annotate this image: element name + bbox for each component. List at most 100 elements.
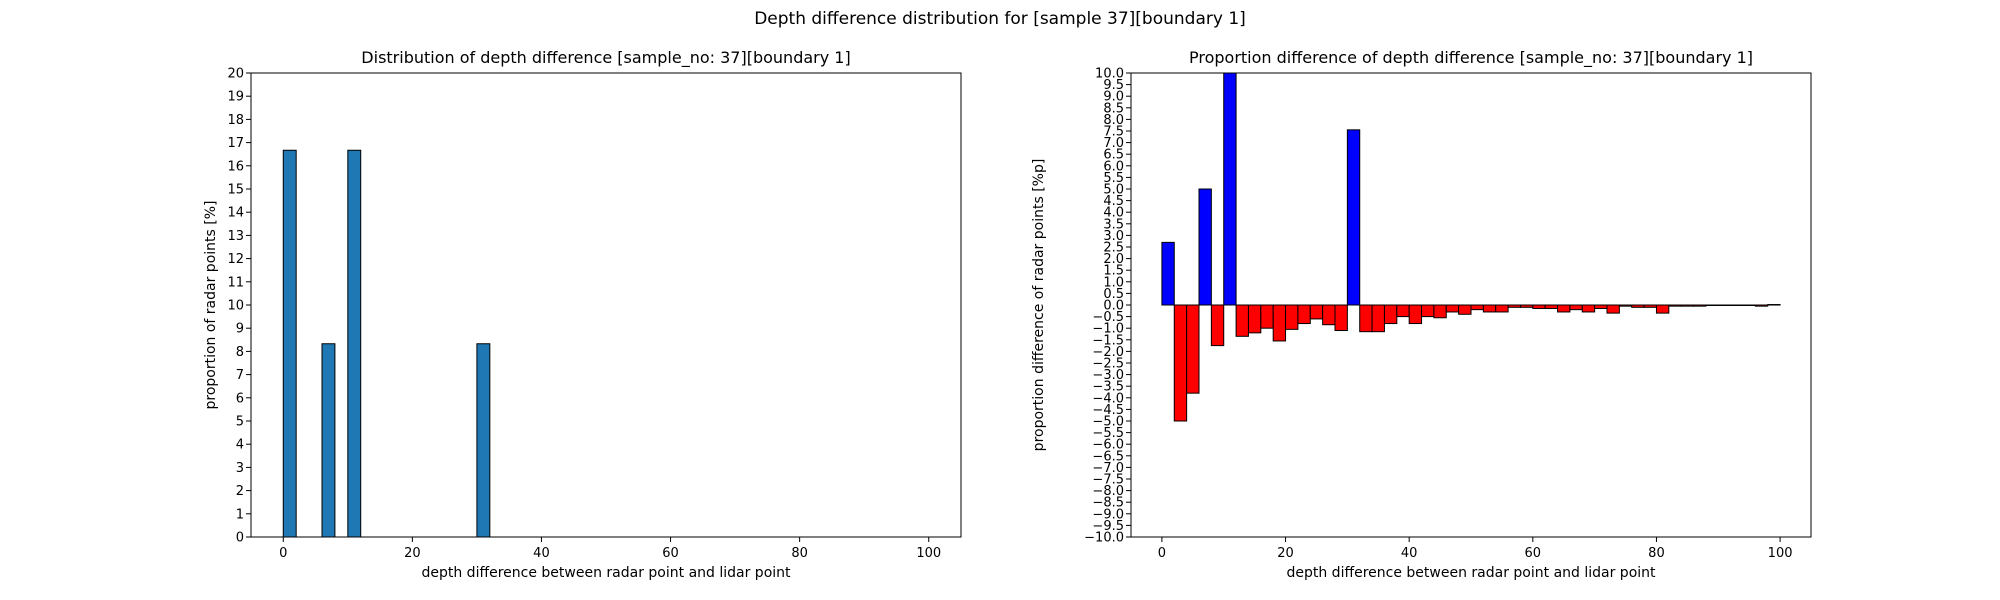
chart2-bar — [1285, 304, 1299, 330]
chart2-ytick-label: 7.5 — [1103, 125, 1124, 140]
chart2-bar — [1421, 304, 1435, 318]
chart2-ytick-label: −2.5 — [1092, 357, 1124, 372]
chart2-bar — [1445, 304, 1460, 313]
chart2-bar — [1754, 304, 1769, 307]
chart2-bar — [1557, 304, 1571, 313]
chart2-bar — [1408, 304, 1423, 325]
chart2-xtick-label: 60 — [1525, 546, 1542, 561]
chart1-ytick-label: 0 — [236, 531, 244, 546]
chart1-ytick-label: 11 — [227, 275, 244, 290]
chart1-ytick-label: 8 — [236, 345, 244, 360]
chart1-ytick-label: 10 — [227, 299, 244, 314]
chart2-bar — [1569, 304, 1583, 311]
chart2-bar — [1482, 304, 1497, 313]
chart2-bar — [1717, 304, 1732, 306]
chart2-bar — [1631, 304, 1645, 308]
chart1-ytick-label: 6 — [236, 391, 244, 406]
chart2-bar — [1297, 304, 1311, 325]
chart2-ytick-label: −3.0 — [1092, 368, 1124, 383]
chart2-bar — [1161, 241, 1175, 306]
chart2-title: Proportion difference of depth differenc… — [1189, 48, 1753, 68]
chart2-bar — [1767, 304, 1781, 306]
chart1-ytick-label: 17 — [227, 136, 244, 151]
chart1-xlabel: depth difference between radar point and… — [421, 565, 791, 581]
chart2-bar — [1618, 304, 1633, 307]
chart2-ytick-label: 3.5 — [1103, 217, 1124, 232]
chart2-bar — [1173, 304, 1188, 422]
chart2-ytick-label: −4.0 — [1092, 391, 1124, 406]
chart2-ytick-label: −7.5 — [1092, 473, 1124, 488]
chart2-bar — [1223, 72, 1237, 306]
chart2-bar — [1235, 304, 1249, 337]
chart2-bar — [1507, 304, 1521, 308]
chart1-xtick-label: 0 — [279, 546, 287, 561]
chart2-bar — [1730, 304, 1744, 306]
chart2-ytick-label: 8.0 — [1103, 113, 1124, 128]
chart1-xtick-label: 20 — [404, 546, 421, 561]
chart2-ytick-label: −5.0 — [1092, 415, 1124, 430]
chart2-ytick-label: 5.0 — [1103, 183, 1124, 198]
chart2-ytick-label: −10.0 — [1084, 531, 1124, 546]
chart2-ytick-label: −2.0 — [1092, 345, 1124, 360]
chart1-xtick-label: 60 — [662, 546, 679, 561]
chart2-ytick-label: 9.5 — [1103, 78, 1124, 93]
chart1-ytick-label: 18 — [227, 113, 244, 128]
chart-left: Distribution of depth difference [sample… — [203, 48, 962, 581]
chart2-ytick-label: 6.0 — [1103, 159, 1124, 174]
chart1-ytick-label: 12 — [227, 252, 244, 267]
chart2-bar — [1322, 304, 1336, 326]
chart2-bar — [1544, 304, 1559, 309]
chart2-bar — [1346, 129, 1361, 306]
chart2-bar — [1581, 304, 1596, 313]
chart2-ytick-label: 4.0 — [1103, 206, 1124, 221]
chart1-ytick-label: 3 — [236, 461, 244, 476]
chart2-bar — [1309, 304, 1324, 320]
chart2-bar — [1594, 304, 1608, 309]
chart2-ytick-label: −1.5 — [1092, 333, 1124, 348]
chart2-bar — [1693, 304, 1707, 307]
chart2-ytick-label: 10.0 — [1095, 67, 1124, 82]
chart2-ytick-label: −8.5 — [1092, 496, 1124, 511]
chart1-xtick-label: 100 — [916, 546, 941, 561]
chart1-ytick-label: 5 — [236, 415, 244, 430]
chart2-ytick-label: −7.0 — [1092, 461, 1124, 476]
chart1-title: Distribution of depth difference [sample… — [361, 48, 850, 68]
chart2-ytick-label: −9.0 — [1092, 507, 1124, 522]
chart2-xtick-label: 100 — [1768, 546, 1793, 561]
chart2-bar — [1247, 304, 1262, 334]
chart1-xtick-label: 80 — [791, 546, 808, 561]
chart2-ytick-label: −8.0 — [1092, 484, 1124, 499]
chart2-xtick-label: 20 — [1277, 546, 1294, 561]
chart2-bar — [1186, 304, 1200, 394]
chart1-ytick-label: 7 — [236, 368, 244, 383]
chart2-bar — [1210, 304, 1225, 347]
chart2-bar — [1260, 304, 1274, 329]
chart2-bar — [1532, 304, 1546, 309]
chart2-ytick-label: 0.5 — [1103, 287, 1124, 302]
chart2-bar — [1198, 188, 1212, 306]
chart2-bar — [1383, 304, 1398, 325]
chart2-ytick-label: 1.0 — [1103, 275, 1124, 290]
chart2-bar — [1334, 304, 1348, 332]
chart1-ylabel: proportion of radar points [%] — [203, 200, 219, 409]
chart2-bar — [1433, 304, 1447, 319]
chart2-ytick-label: 5.5 — [1103, 171, 1124, 186]
chart2-ytick-label: 9.0 — [1103, 90, 1124, 105]
chart2-ytick-label: −6.5 — [1092, 449, 1124, 464]
chart2-ytick-label: −5.5 — [1092, 426, 1124, 441]
chart1-ytick-label: 1 — [236, 507, 244, 522]
chart1-ytick-label: 4 — [236, 438, 244, 453]
chart2-bar — [1359, 304, 1373, 333]
chart2-bar — [1655, 304, 1670, 314]
chart2-xtick-label: 80 — [1648, 546, 1665, 561]
chart2-bar — [1643, 304, 1657, 308]
chart2-ytick-label: 6.5 — [1103, 148, 1124, 163]
chart2-ytick-label: −1.0 — [1092, 322, 1124, 337]
chart2-bar — [1742, 304, 1756, 306]
chart2-ytick-label: −9.5 — [1092, 519, 1124, 534]
chart2-bar — [1705, 304, 1719, 306]
chart2-bar — [1371, 304, 1385, 333]
chart2-bar — [1606, 304, 1620, 314]
chart1-ytick-label: 19 — [227, 90, 244, 105]
